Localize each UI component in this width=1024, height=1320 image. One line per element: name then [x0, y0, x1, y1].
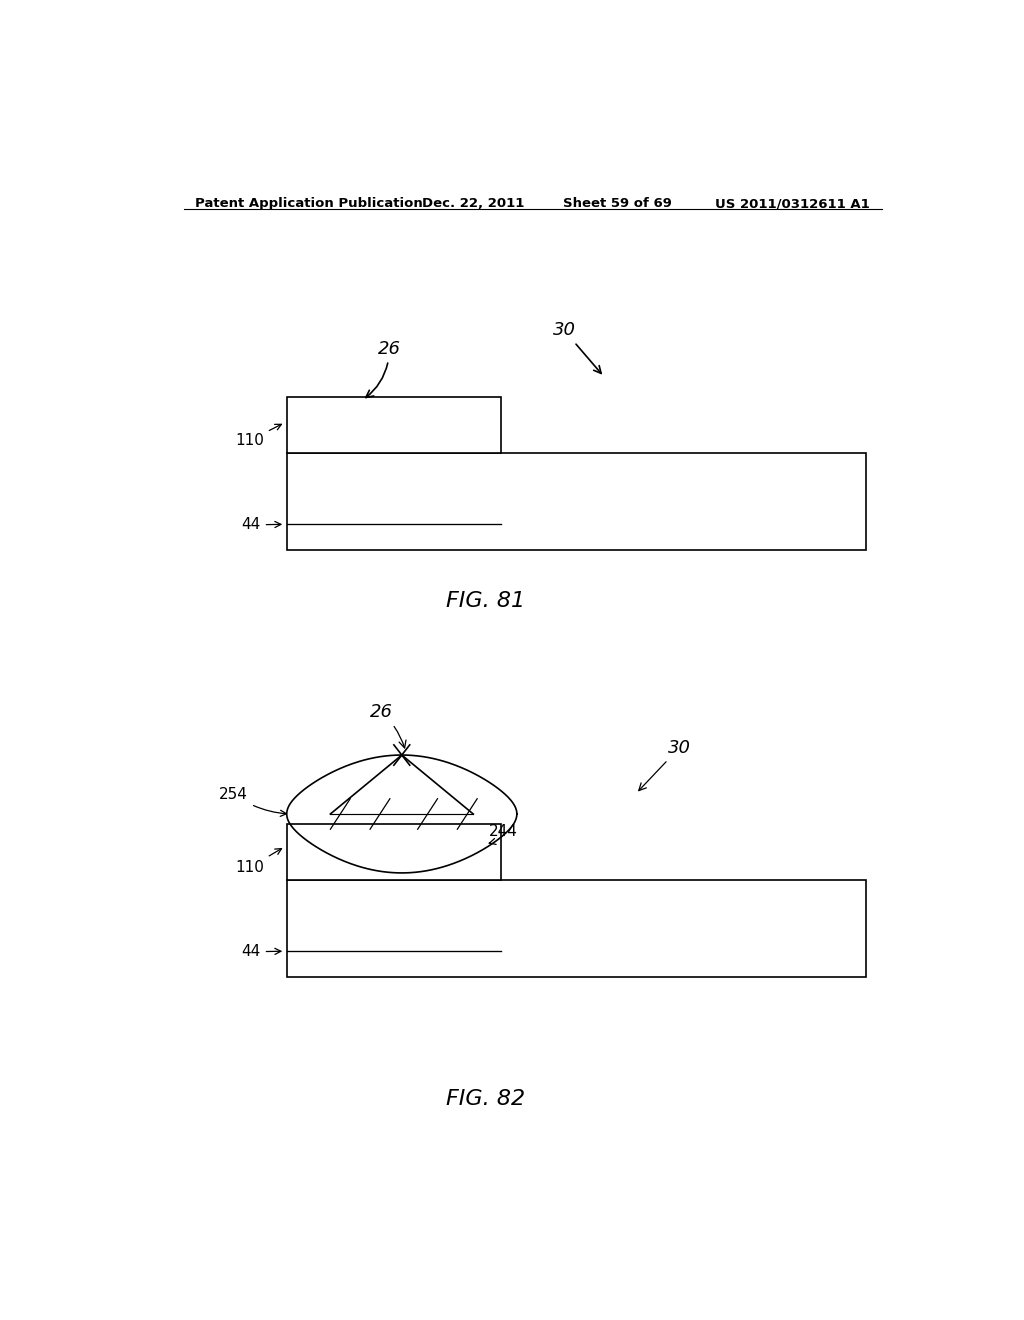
Text: 110: 110: [236, 424, 282, 447]
Text: Dec. 22, 2011: Dec. 22, 2011: [422, 197, 524, 210]
Text: 30: 30: [639, 739, 690, 791]
Bar: [287, 880, 866, 977]
Text: 44: 44: [242, 517, 281, 532]
Text: 244: 244: [489, 824, 518, 845]
Text: US 2011/0312611 A1: US 2011/0312611 A1: [715, 197, 870, 210]
Text: 30: 30: [553, 321, 601, 374]
Text: Patent Application Publication: Patent Application Publication: [196, 197, 423, 210]
Bar: [287, 453, 866, 549]
Text: 26: 26: [370, 704, 406, 748]
Bar: [287, 397, 501, 453]
Text: FIG. 82: FIG. 82: [445, 1089, 524, 1109]
Bar: [287, 824, 501, 880]
Text: FIG. 81: FIG. 81: [445, 590, 524, 611]
Text: 44: 44: [242, 944, 281, 960]
Text: 110: 110: [236, 849, 282, 875]
Text: 254: 254: [219, 787, 287, 816]
Text: 26: 26: [366, 339, 401, 397]
Text: Sheet 59 of 69: Sheet 59 of 69: [563, 197, 672, 210]
